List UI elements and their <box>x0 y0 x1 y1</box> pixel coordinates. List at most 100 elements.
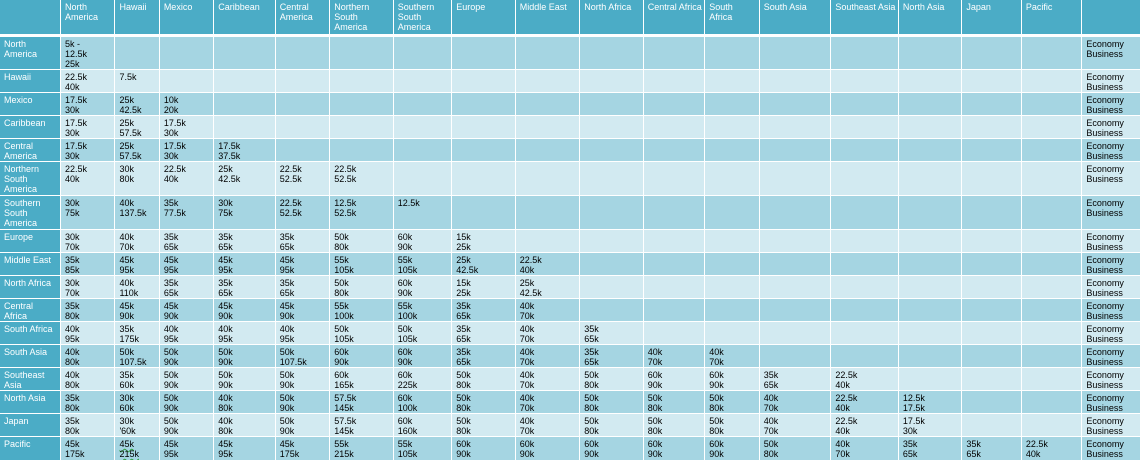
column-header: North Asia <box>898 0 963 37</box>
empty-cell <box>329 92 394 116</box>
price-cell: 40k 70k <box>643 344 706 368</box>
price-cell: 57.5k 145k <box>329 390 394 414</box>
column-header: Japan <box>961 0 1022 37</box>
column-header: Southern South America <box>393 0 453 37</box>
economy-value: 22.5k <box>1025 439 1048 449</box>
empty-cell <box>643 229 706 253</box>
business-value: 80k <box>456 380 471 390</box>
price-cell: 45k 95k <box>159 436 215 461</box>
business-value: 52.5k <box>334 174 357 184</box>
economy-value: 45k <box>119 255 134 265</box>
empty-cell <box>759 298 832 322</box>
economy-value: 12.5k <box>334 198 357 208</box>
empty-cell <box>451 161 516 196</box>
empty-cell <box>643 115 706 139</box>
business-value: 80k <box>584 403 599 413</box>
price-cell: 40k 70k <box>830 436 899 461</box>
economy-label: Economy <box>1086 324 1124 334</box>
business-value: 60k <box>119 403 134 413</box>
empty-cell <box>759 69 832 93</box>
price-cell: 22.5k 40k <box>830 390 899 414</box>
price-cell: 60k 90k <box>329 344 394 368</box>
business-value: 105k <box>334 265 354 275</box>
economy-value: 55k <box>397 255 413 265</box>
table-row: Japan 35k 80k 30k '60k 50k 90k 40k 80k 50k 90k 57.5… <box>0 413 1141 437</box>
economy-value: 12.5k <box>397 198 420 208</box>
class-label-cell: Economy Business <box>1081 115 1141 139</box>
empty-cell <box>961 69 1022 93</box>
empty-cell <box>329 115 394 139</box>
business-value: 65k <box>966 449 981 459</box>
empty-cell <box>830 92 899 116</box>
economy-label: Economy <box>1086 439 1124 449</box>
economy-value: 60k <box>647 370 663 380</box>
business-value: 70k <box>65 288 80 298</box>
economy-value: 45k <box>218 301 233 311</box>
price-cell: 50k 80k <box>704 413 760 437</box>
business-value: 90k <box>279 380 295 390</box>
economy-value: 50k <box>456 393 471 403</box>
economy-value: 50k <box>584 370 599 380</box>
table-row: Southeast Asia 40k 80k 35k 60k 50k 90k 50k 90k 50… <box>0 367 1141 391</box>
business-value: 65k <box>456 311 471 321</box>
empty-cell <box>114 35 160 70</box>
price-cell: 57.5k 145k <box>329 413 394 437</box>
economy-value: 60k <box>397 393 413 403</box>
empty-cell <box>898 252 963 276</box>
price-cell: 50k 105k <box>393 321 453 345</box>
price-cell: 25k 57.5k <box>114 138 160 162</box>
business-value: 70k <box>647 357 663 367</box>
business-value: 80k <box>456 426 471 436</box>
class-label-cell: Economy Business <box>1081 367 1141 391</box>
business-value: 137.5k <box>119 208 147 218</box>
empty-cell <box>961 275 1022 299</box>
business-value: '60k <box>119 426 136 436</box>
economy-value: 35k <box>65 301 80 311</box>
business-value: 90k <box>279 311 295 321</box>
empty-cell <box>759 321 832 345</box>
empty-cell <box>515 35 581 70</box>
price-cell: 22.5k 40k <box>830 413 899 437</box>
price-cell: 40k 70k <box>515 321 581 345</box>
economy-value: 30k <box>119 416 134 426</box>
empty-cell <box>830 344 899 368</box>
empty-cell <box>830 298 899 322</box>
empty-cell <box>515 115 581 139</box>
business-value: 40k <box>835 426 850 436</box>
empty-cell <box>1021 321 1083 345</box>
table-row: Europe 30k 70k 40k 70k 35k 65k 35k 65k 35k 65k 50k 8… <box>0 229 1141 253</box>
empty-cell <box>898 115 963 139</box>
economy-value: 50k <box>218 370 233 380</box>
empty-cell <box>643 69 706 93</box>
business-value: 70k <box>519 311 535 321</box>
economy-value: 45k <box>218 439 233 449</box>
empty-cell <box>451 138 516 162</box>
price-cell: 40k 95k <box>275 321 331 345</box>
economy-value: 17.5k <box>163 118 186 128</box>
price-cell: 60k 100k <box>393 390 453 414</box>
price-cell: 30k 75k <box>213 195 276 230</box>
table-row: Caribbean 17.5k 30k 25k 57.5k 17.5k 30k Economy… <box>0 115 1141 139</box>
business-value: 70k <box>763 403 779 413</box>
business-value: 20k <box>163 105 179 115</box>
row-header: Central Africa <box>0 298 61 322</box>
business-label: Business <box>1086 357 1123 367</box>
business-value: 52.5k <box>279 174 302 184</box>
price-cell: 5k -12.5k 25k <box>60 35 116 70</box>
business-value: 42.5k <box>519 288 542 298</box>
empty-cell <box>1021 275 1083 299</box>
business-value: 70k <box>835 449 850 459</box>
price-cell: 17.5k 30k <box>159 115 215 139</box>
business-value: 100k <box>334 311 354 321</box>
business-label: Business <box>1086 380 1123 390</box>
price-cell: 55k 100k <box>329 298 394 322</box>
business-value: 12.5k <box>65 49 88 59</box>
empty-cell <box>275 115 331 139</box>
price-cell: 40k 95k <box>60 321 116 345</box>
empty-cell <box>898 298 963 322</box>
business-value: 80k <box>65 357 80 367</box>
empty-cell <box>329 138 394 162</box>
empty-cell <box>898 275 963 299</box>
economy-value: 55k <box>397 439 413 449</box>
business-value: 17.5k <box>902 403 925 413</box>
